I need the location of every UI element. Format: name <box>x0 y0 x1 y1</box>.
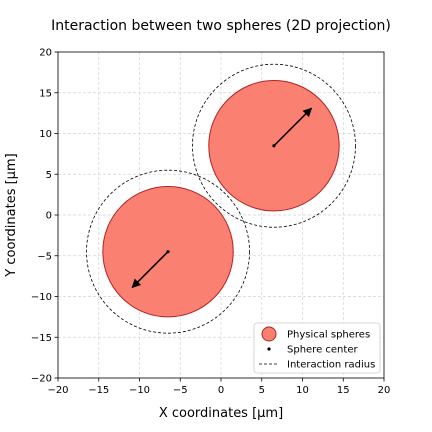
velocity-arrow <box>273 107 313 147</box>
legend-center-marker <box>267 347 271 351</box>
x-tick-label: −10 <box>129 385 150 396</box>
legend-sphere-marker <box>261 326 277 342</box>
y-tick-label: −20 <box>31 374 52 385</box>
interaction-radius-circle <box>192 63 356 228</box>
x-axis-label: X coordinates [μm] <box>159 406 283 421</box>
x-tick-label: 20 <box>378 385 391 396</box>
y-tick-label: −5 <box>37 251 52 262</box>
x-tick-label: −20 <box>47 385 68 396</box>
interaction-radius-circle <box>86 169 250 334</box>
legend-label-center: Sphere center <box>287 345 358 356</box>
y-tick-label: 10 <box>39 129 52 140</box>
y-tick-label: −15 <box>31 333 52 344</box>
sphere-center-point <box>166 250 170 254</box>
sphere-center-point <box>272 144 276 148</box>
y-tick-label: 15 <box>39 88 52 99</box>
legend-label-interaction: Interaction radius <box>287 360 375 371</box>
legend-box <box>253 322 381 374</box>
plot-data <box>86 63 356 334</box>
y-tick-label: 0 <box>46 211 52 222</box>
x-tick-label: 5 <box>259 385 265 396</box>
x-tick-label: 15 <box>337 385 350 396</box>
chart-title: Interaction between two spheres (2D proj… <box>51 18 391 34</box>
legend: Physical spheres Sphere center Interacti… <box>253 322 381 374</box>
axis-ticks: −20 −15 −10 −5 0 5 10 15 20 −20 −15 −10 −5 0 5 10 15 20 <box>31 48 390 397</box>
x-tick-label: 0 <box>218 385 224 396</box>
x-tick-label: −15 <box>88 385 109 396</box>
x-tick-label: 10 <box>296 385 309 396</box>
legend-label-spheres: Physical spheres <box>287 330 370 341</box>
y-tick-label: 5 <box>46 170 52 181</box>
velocity-arrow <box>131 251 169 289</box>
y-tick-label: −10 <box>31 292 52 303</box>
x-tick-label: −5 <box>173 385 188 396</box>
y-tick-label: 20 <box>39 48 52 59</box>
y-axis-label: Y coordinates [μm] <box>4 153 19 277</box>
